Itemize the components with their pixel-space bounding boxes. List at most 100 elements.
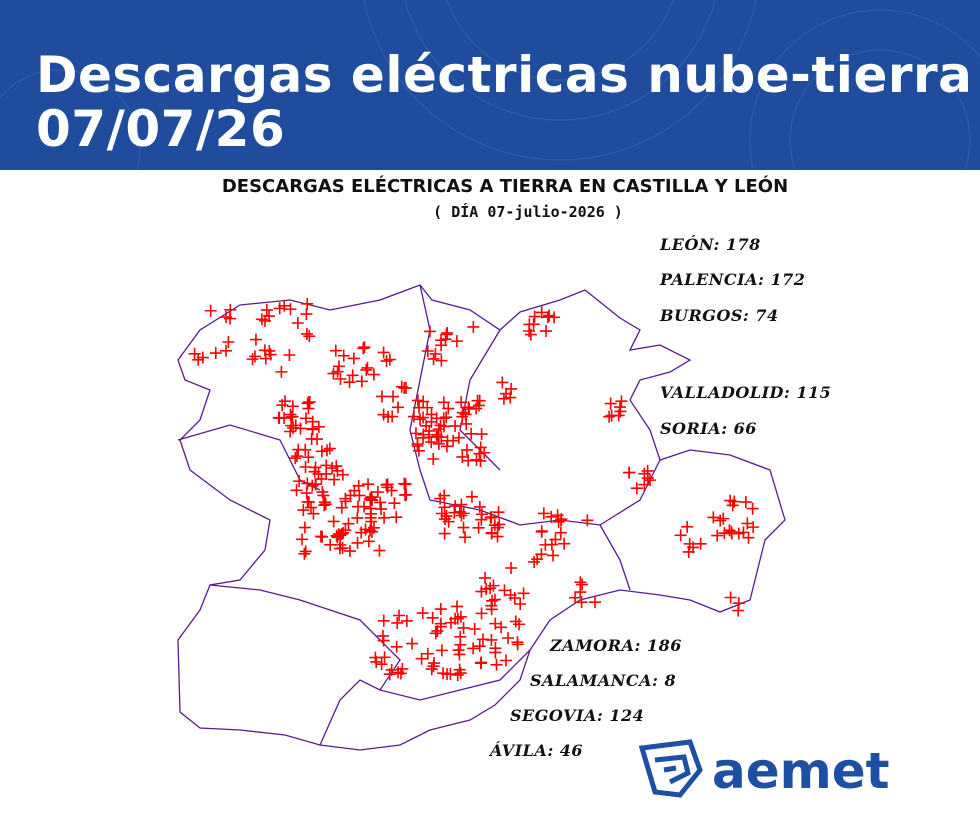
strike-marker — [286, 400, 299, 413]
strike-marker — [732, 604, 745, 617]
strike-marker — [485, 599, 498, 612]
map-title: DESCARGAS ELÉCTRICAS A TIERRA EN CASTILL… — [222, 175, 788, 197]
strike-marker — [615, 395, 628, 408]
strike-marker — [473, 640, 486, 653]
province-count: SORIA: 66 — [660, 419, 757, 438]
strike-marker — [246, 353, 259, 366]
strike-marker — [335, 501, 348, 514]
strike-marker — [362, 478, 375, 491]
strike-marker — [273, 302, 286, 315]
strike-marker — [260, 303, 273, 316]
strike-marker — [479, 571, 492, 584]
strike-marker — [432, 437, 445, 450]
strike-marker — [391, 616, 404, 629]
strike-marker — [465, 427, 478, 440]
strike-marker — [528, 555, 541, 568]
strike-marker — [291, 316, 304, 329]
strike-marker — [468, 623, 481, 636]
strike-marker — [531, 553, 544, 566]
strike-marker — [358, 341, 371, 354]
strike-marker — [283, 348, 296, 361]
strike-marker — [465, 490, 478, 503]
strike-marker — [339, 492, 352, 505]
strike-marker — [428, 657, 441, 670]
strike-marker — [442, 402, 455, 415]
province-counts-bottom: ZAMORA: 186 SALAMANCA: 8 SEGOVIA: 124 ÁVILA… — [488, 636, 681, 760]
strike-marker — [581, 514, 594, 527]
strike-marker — [222, 335, 235, 348]
strike-marker — [342, 517, 355, 530]
strike-marker — [453, 663, 466, 676]
strike-marker — [320, 444, 333, 457]
strike-marker — [367, 368, 380, 381]
strike-marker — [737, 526, 750, 539]
strike-marker — [434, 419, 447, 432]
aemet-logo: aemet — [638, 739, 890, 800]
strike-marker — [316, 485, 329, 498]
strike-marker — [320, 467, 333, 480]
strike-marker — [435, 354, 448, 367]
strike-marker — [370, 655, 383, 668]
strike-marker — [728, 495, 741, 508]
strike-marker — [413, 413, 426, 426]
strike-marker — [332, 360, 345, 373]
strike-marker — [287, 421, 300, 434]
strike-marker — [307, 507, 320, 520]
strike-marker — [498, 584, 511, 597]
strike-marker — [306, 479, 319, 492]
strike-marker — [644, 474, 657, 487]
strike-marker — [362, 535, 375, 548]
strike-marker — [351, 536, 364, 549]
strike-marker — [367, 521, 380, 534]
strike-marker — [435, 334, 448, 347]
strike-marker — [453, 505, 466, 518]
strike-marker — [457, 621, 470, 634]
strike-marker — [451, 668, 464, 681]
strike-marker — [306, 422, 319, 435]
strike-marker — [375, 390, 388, 403]
strike-marker — [375, 503, 388, 516]
strike-marker — [390, 511, 403, 524]
strike-marker — [196, 351, 209, 364]
strike-marker — [467, 320, 480, 333]
strike-marker — [442, 515, 455, 528]
strike-marker — [298, 521, 311, 534]
strike-marker — [467, 642, 480, 655]
strike-marker — [543, 309, 556, 322]
strike-marker — [334, 372, 347, 385]
strike-marker — [447, 434, 460, 447]
strike-marker — [569, 591, 582, 604]
region-border — [177, 284, 786, 751]
strike-marker — [304, 501, 317, 514]
strike-marker — [188, 347, 201, 360]
strike-marker — [746, 502, 759, 515]
strike-marker — [302, 451, 315, 464]
strike-marker — [429, 627, 442, 640]
strike-marker — [475, 656, 488, 669]
strike-marker — [319, 498, 332, 511]
strike-marker — [299, 545, 312, 558]
strike-marker — [298, 547, 311, 560]
strike-marker — [377, 614, 390, 627]
strike-marker — [364, 493, 377, 506]
strike-marker — [361, 361, 374, 374]
strike-marker — [407, 410, 420, 423]
strike-marker — [488, 593, 501, 606]
province-count: SALAMANCA: 8 — [530, 671, 676, 690]
strike-marker — [385, 663, 398, 676]
province-count: LEÓN: 178 — [659, 234, 761, 254]
strike-marker — [329, 344, 342, 357]
strike-marker — [409, 427, 422, 440]
strike-marker — [347, 352, 360, 365]
strike-marker — [374, 496, 387, 509]
strike-marker — [284, 408, 297, 421]
strike-marker — [438, 527, 451, 540]
strike-marker — [343, 376, 356, 389]
strike-marker — [292, 443, 305, 456]
strike-marker — [605, 409, 618, 422]
strike-marker — [576, 578, 589, 591]
strike-marker — [451, 600, 464, 613]
strike-marker — [284, 303, 297, 316]
